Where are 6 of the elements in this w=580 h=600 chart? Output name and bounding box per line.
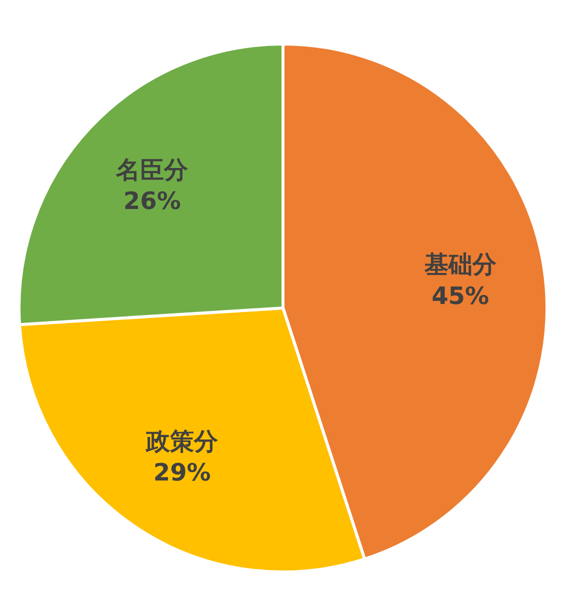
data-label: 45% — [432, 282, 490, 310]
data-label: 29% — [153, 458, 211, 486]
data-label: 26% — [123, 187, 181, 216]
slice-label: 政策分 — [145, 427, 220, 456]
slice-label: 名臣分 — [115, 156, 190, 184]
slice-label: 基础分 — [423, 250, 498, 279]
